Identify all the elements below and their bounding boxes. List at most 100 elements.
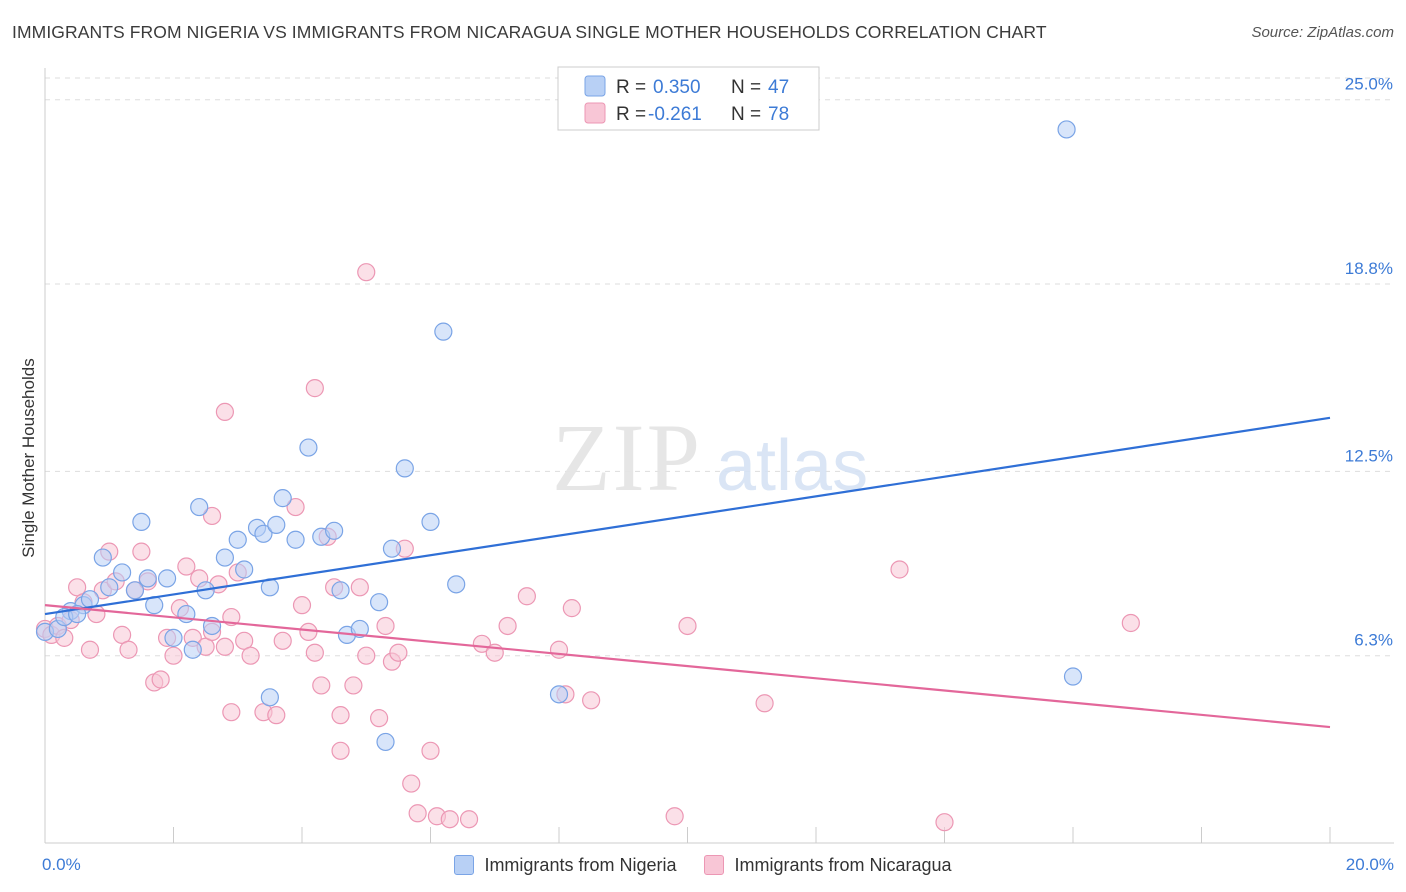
nigeria-point — [434, 322, 453, 341]
nicaragua-point — [402, 774, 421, 793]
legend-label-nicaragua: Immigrants from Nicaragua — [734, 854, 952, 875]
nicaragua-point — [305, 643, 324, 662]
nicaragua-point — [267, 706, 286, 725]
legend-box: R = 0.350 N = 47 R = -0.261 N = 78 — [557, 66, 820, 131]
x-tick-labels: 0.0% 20.0% — [42, 855, 1394, 874]
legend-r-label-nigeria: R = — [616, 77, 646, 98]
nicaragua-point — [935, 813, 954, 832]
trend-lines — [44, 416, 1331, 729]
nigeria-point — [254, 524, 273, 543]
nicaragua-point — [215, 402, 234, 422]
nicaragua-point — [119, 640, 138, 659]
source-label: Source: ZipAtlas.com — [1251, 24, 1394, 41]
nigeria-point — [421, 512, 440, 532]
axes — [44, 68, 1394, 844]
nicaragua-point — [582, 691, 601, 710]
nigeria-point — [331, 581, 350, 600]
nicaragua-point — [459, 810, 479, 829]
bottom-legend: Immigrants from Nigeria Immigrants from … — [0, 850, 1406, 880]
legend-n-value-nicaragua: 78 — [768, 104, 789, 125]
legend-label-nigeria: Immigrants from Nigeria — [484, 854, 677, 875]
legend-item-nigeria[interactable]: Immigrants from Nigeria — [454, 855, 676, 876]
nigeria-point — [376, 732, 395, 752]
nigeria-point — [215, 548, 234, 567]
y-tick-label: 25.0% — [1345, 75, 1393, 94]
nicaragua-point — [132, 542, 151, 561]
nicaragua-point — [517, 587, 536, 606]
nicaragua-point — [370, 709, 389, 728]
nigeria-point — [286, 530, 305, 549]
nicaragua-point — [678, 616, 697, 636]
nicaragua-point — [305, 379, 324, 398]
nigeria-point — [100, 578, 119, 597]
nicaragua-point — [222, 703, 241, 722]
nicaragua-point — [376, 616, 395, 636]
nigeria-point — [164, 628, 183, 647]
nigeria-point — [93, 548, 112, 567]
nicaragua-point — [215, 637, 234, 656]
x-tick-label: 0.0% — [42, 855, 81, 874]
nigeria-point — [125, 581, 145, 600]
nicaragua-point — [331, 741, 350, 760]
nicaragua-point — [312, 676, 331, 695]
trend-line-nicaragua — [44, 604, 1331, 729]
trend-line-nigeria — [44, 416, 1331, 616]
nigeria-point — [299, 438, 318, 457]
nicaragua-point — [299, 622, 318, 642]
nigeria-point — [382, 539, 402, 558]
nigeria-point — [157, 569, 177, 588]
legend-n-label-nigeria: N = — [731, 77, 761, 98]
series-nicaragua-points — [35, 263, 1140, 832]
chart-title: IMMIGRANTS FROM NIGERIA VS IMMIGRANTS FR… — [12, 22, 1047, 42]
nigeria-point — [1063, 667, 1083, 686]
nicaragua-point — [408, 804, 427, 823]
nicaragua-point — [350, 578, 369, 597]
nicaragua-point — [151, 670, 170, 689]
nicaragua-point — [344, 676, 363, 695]
nicaragua-point — [80, 640, 100, 659]
nigeria-point — [325, 521, 344, 540]
watermark: ZIP atlas — [552, 404, 868, 511]
y-tick-label: 18.8% — [1345, 259, 1393, 278]
nicaragua-point — [421, 741, 440, 760]
nigeria-point — [1057, 120, 1076, 139]
y-tick-label: 6.3% — [1354, 631, 1393, 650]
nicaragua-point — [389, 643, 408, 662]
y-tick-labels: 6.3% 12.5% 18.8% 25.0% — [1345, 75, 1393, 650]
x-tick-label: 20.0% — [1346, 855, 1394, 874]
nicaragua-point — [755, 694, 774, 713]
y-tick-label: 12.5% — [1345, 446, 1393, 465]
watermark-atlas: atlas — [716, 426, 868, 506]
legend-n-value-nigeria: 47 — [768, 77, 789, 98]
nigeria-point — [260, 688, 279, 707]
legend-swatch-nigeria — [584, 75, 606, 97]
watermark-zip: ZIP — [552, 404, 702, 511]
nicaragua-point — [357, 646, 376, 665]
nicaragua-point — [273, 631, 292, 650]
nicaragua-point — [498, 616, 517, 636]
nicaragua-point — [202, 506, 222, 526]
nicaragua-point — [241, 646, 260, 665]
nicaragua-point — [357, 263, 376, 282]
nigeria-point — [267, 515, 286, 534]
nigeria-point — [273, 489, 292, 508]
nigeria-point — [132, 512, 151, 532]
legend-r-value-nigeria: 0.350 — [653, 77, 701, 98]
legend-item-nicaragua[interactable]: Immigrants from Nicaragua — [704, 854, 952, 876]
nigeria-point — [183, 640, 202, 659]
legend-swatch-nigeria-bottom — [454, 855, 475, 875]
nicaragua-point — [665, 807, 684, 826]
legend-n-label-nicaragua: N = — [731, 104, 761, 125]
nicaragua-point — [292, 596, 312, 615]
nigeria-point — [350, 619, 369, 639]
nicaragua-point — [286, 497, 305, 517]
nigeria-point — [370, 593, 389, 612]
nicaragua-point — [331, 706, 350, 725]
legend-swatch-nicaragua-bottom — [704, 855, 725, 875]
nigeria-point — [228, 530, 247, 549]
y-axis-label: Single Mother Households — [19, 358, 38, 557]
nigeria-point — [80, 590, 100, 609]
nicaragua-point — [440, 810, 459, 829]
nicaragua-point — [177, 557, 196, 576]
